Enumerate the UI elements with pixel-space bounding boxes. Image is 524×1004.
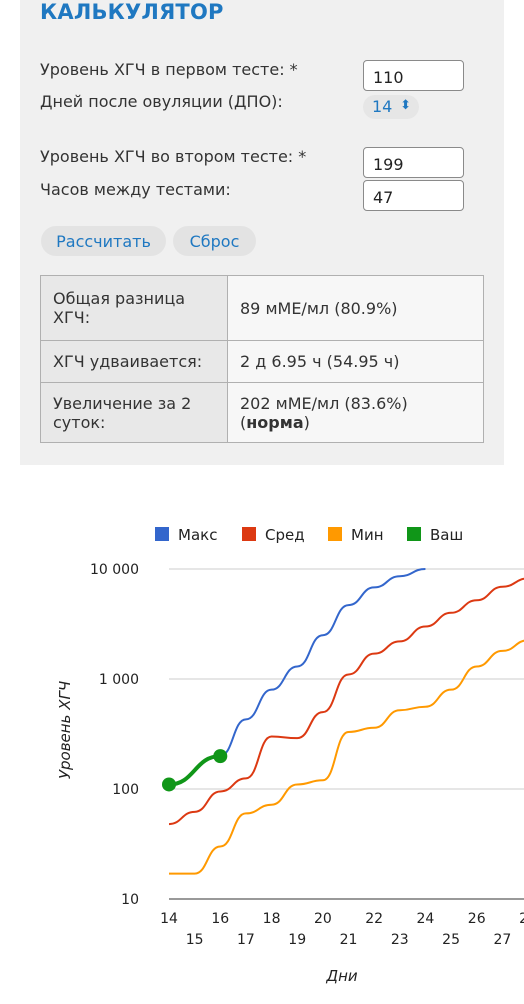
dpo-select[interactable]: 14 ⬍: [363, 95, 419, 119]
dpo-select-value: 14: [372, 97, 393, 116]
result-paren-close: ): [303, 412, 310, 432]
y-tick-label: 10 000: [90, 562, 139, 578]
series-line: [168, 639, 524, 875]
chart-legend: Макс Сред Мин Ваш: [155, 526, 463, 544]
second-test-input[interactable]: 199: [363, 147, 464, 178]
result-label: Увеличение за 2 суток:: [40, 382, 228, 443]
results-table: Общая разница ХГЧ: 89 мМЕ/мл (80.9%) ХГЧ…: [40, 275, 484, 443]
legend-swatch: [242, 527, 256, 541]
y-axis-label: Уровень ХГЧ: [56, 681, 74, 779]
x-axis-label: Дни: [325, 967, 358, 985]
hours-input[interactable]: 47: [363, 180, 464, 211]
x-tick-label: 24: [417, 911, 435, 927]
legend-label: Макс: [178, 526, 217, 544]
series-line: [168, 754, 221, 787]
second-test-label: Уровень ХГЧ во втором тесте: *: [40, 147, 307, 166]
legend-swatch: [155, 527, 169, 541]
series-point: [213, 749, 228, 764]
x-tick-label: 22: [365, 911, 383, 927]
series-line: [219, 568, 426, 757]
y-tick-label: 100: [112, 782, 139, 798]
x-tick-label: 17: [237, 932, 255, 948]
calculate-button[interactable]: Рассчитать: [41, 226, 166, 256]
calculator-title: КАЛЬКУЛЯТОР: [40, 0, 224, 24]
series-line: [168, 577, 524, 826]
result-value: 202 мМЕ/мл (83.6%) (норма): [227, 382, 484, 443]
x-tick-label: 28: [519, 911, 524, 927]
x-tick-label: 23: [391, 932, 409, 948]
result-value: 89 мМЕ/мл (80.9%): [227, 275, 484, 341]
series-point: [162, 777, 176, 792]
result-label: Общая разница ХГЧ:: [40, 275, 228, 341]
first-test-input[interactable]: 110: [363, 60, 464, 91]
table-row: ХГЧ удваивается: 2 д 6.95 ч (54.95 ч): [40, 340, 484, 383]
x-tick-label: 21: [340, 932, 358, 948]
result-label: ХГЧ удваивается:: [40, 340, 228, 383]
y-axis-ticks: 10 100 1 000 10 000: [90, 562, 139, 908]
legend-label: Мин: [351, 526, 384, 544]
reset-button[interactable]: Сброс: [173, 226, 256, 256]
x-tick-label: 25: [442, 932, 460, 948]
table-row: Общая разница ХГЧ: 89 мМЕ/мл (80.9%): [40, 275, 484, 341]
x-tick-label: 14: [160, 911, 178, 927]
x-tick-label: 19: [288, 932, 306, 948]
legend-swatch: [328, 527, 342, 541]
dpo-label: Дней после овуляции (ДПО):: [40, 92, 283, 111]
hours-label: Часов между тестами:: [40, 180, 231, 199]
x-tick-label: 27: [493, 932, 511, 948]
x-tick-label: 18: [263, 911, 281, 927]
result-status: норма: [246, 412, 304, 432]
x-tick-label: 20: [314, 911, 332, 927]
x-tick-label: 26: [468, 911, 486, 927]
y-tick-label: 1 000: [99, 672, 139, 688]
first-test-label: Уровень ХГЧ в первом тесте: *: [40, 60, 298, 79]
chart-series: [162, 568, 524, 875]
result-value: 2 д 6.95 ч (54.95 ч): [227, 340, 484, 383]
y-tick-label: 10: [121, 892, 139, 908]
x-axis-ticks: 14 15 16 17 18 19 20 21 22 23 24 25 26 27 28: [160, 911, 524, 948]
result-paren-open: (: [240, 412, 247, 432]
legend-swatch: [407, 527, 421, 541]
chart-grid: [169, 568, 524, 900]
x-tick-label: 16: [211, 911, 229, 927]
table-row: Увеличение за 2 суток: 202 мМЕ/мл (83.6%…: [40, 382, 484, 443]
legend-label: Сред: [265, 526, 305, 544]
hcg-chart: Макс Сред Мин Ваш 14 15 16 17 18 19 20 21 22 23 24 25 2…: [40, 465, 524, 1000]
legend-label: Ваш: [430, 526, 463, 544]
result-value-main: 202 мМЕ/мл (83.6%): [240, 393, 408, 413]
chevron-updown-icon: ⬍: [400, 98, 411, 113]
x-tick-label: 15: [186, 932, 204, 948]
chart-svg: Макс Сред Мин Ваш 14 15 16 17 18 19 20 21 22 23 24 25 2…: [56, 526, 524, 985]
